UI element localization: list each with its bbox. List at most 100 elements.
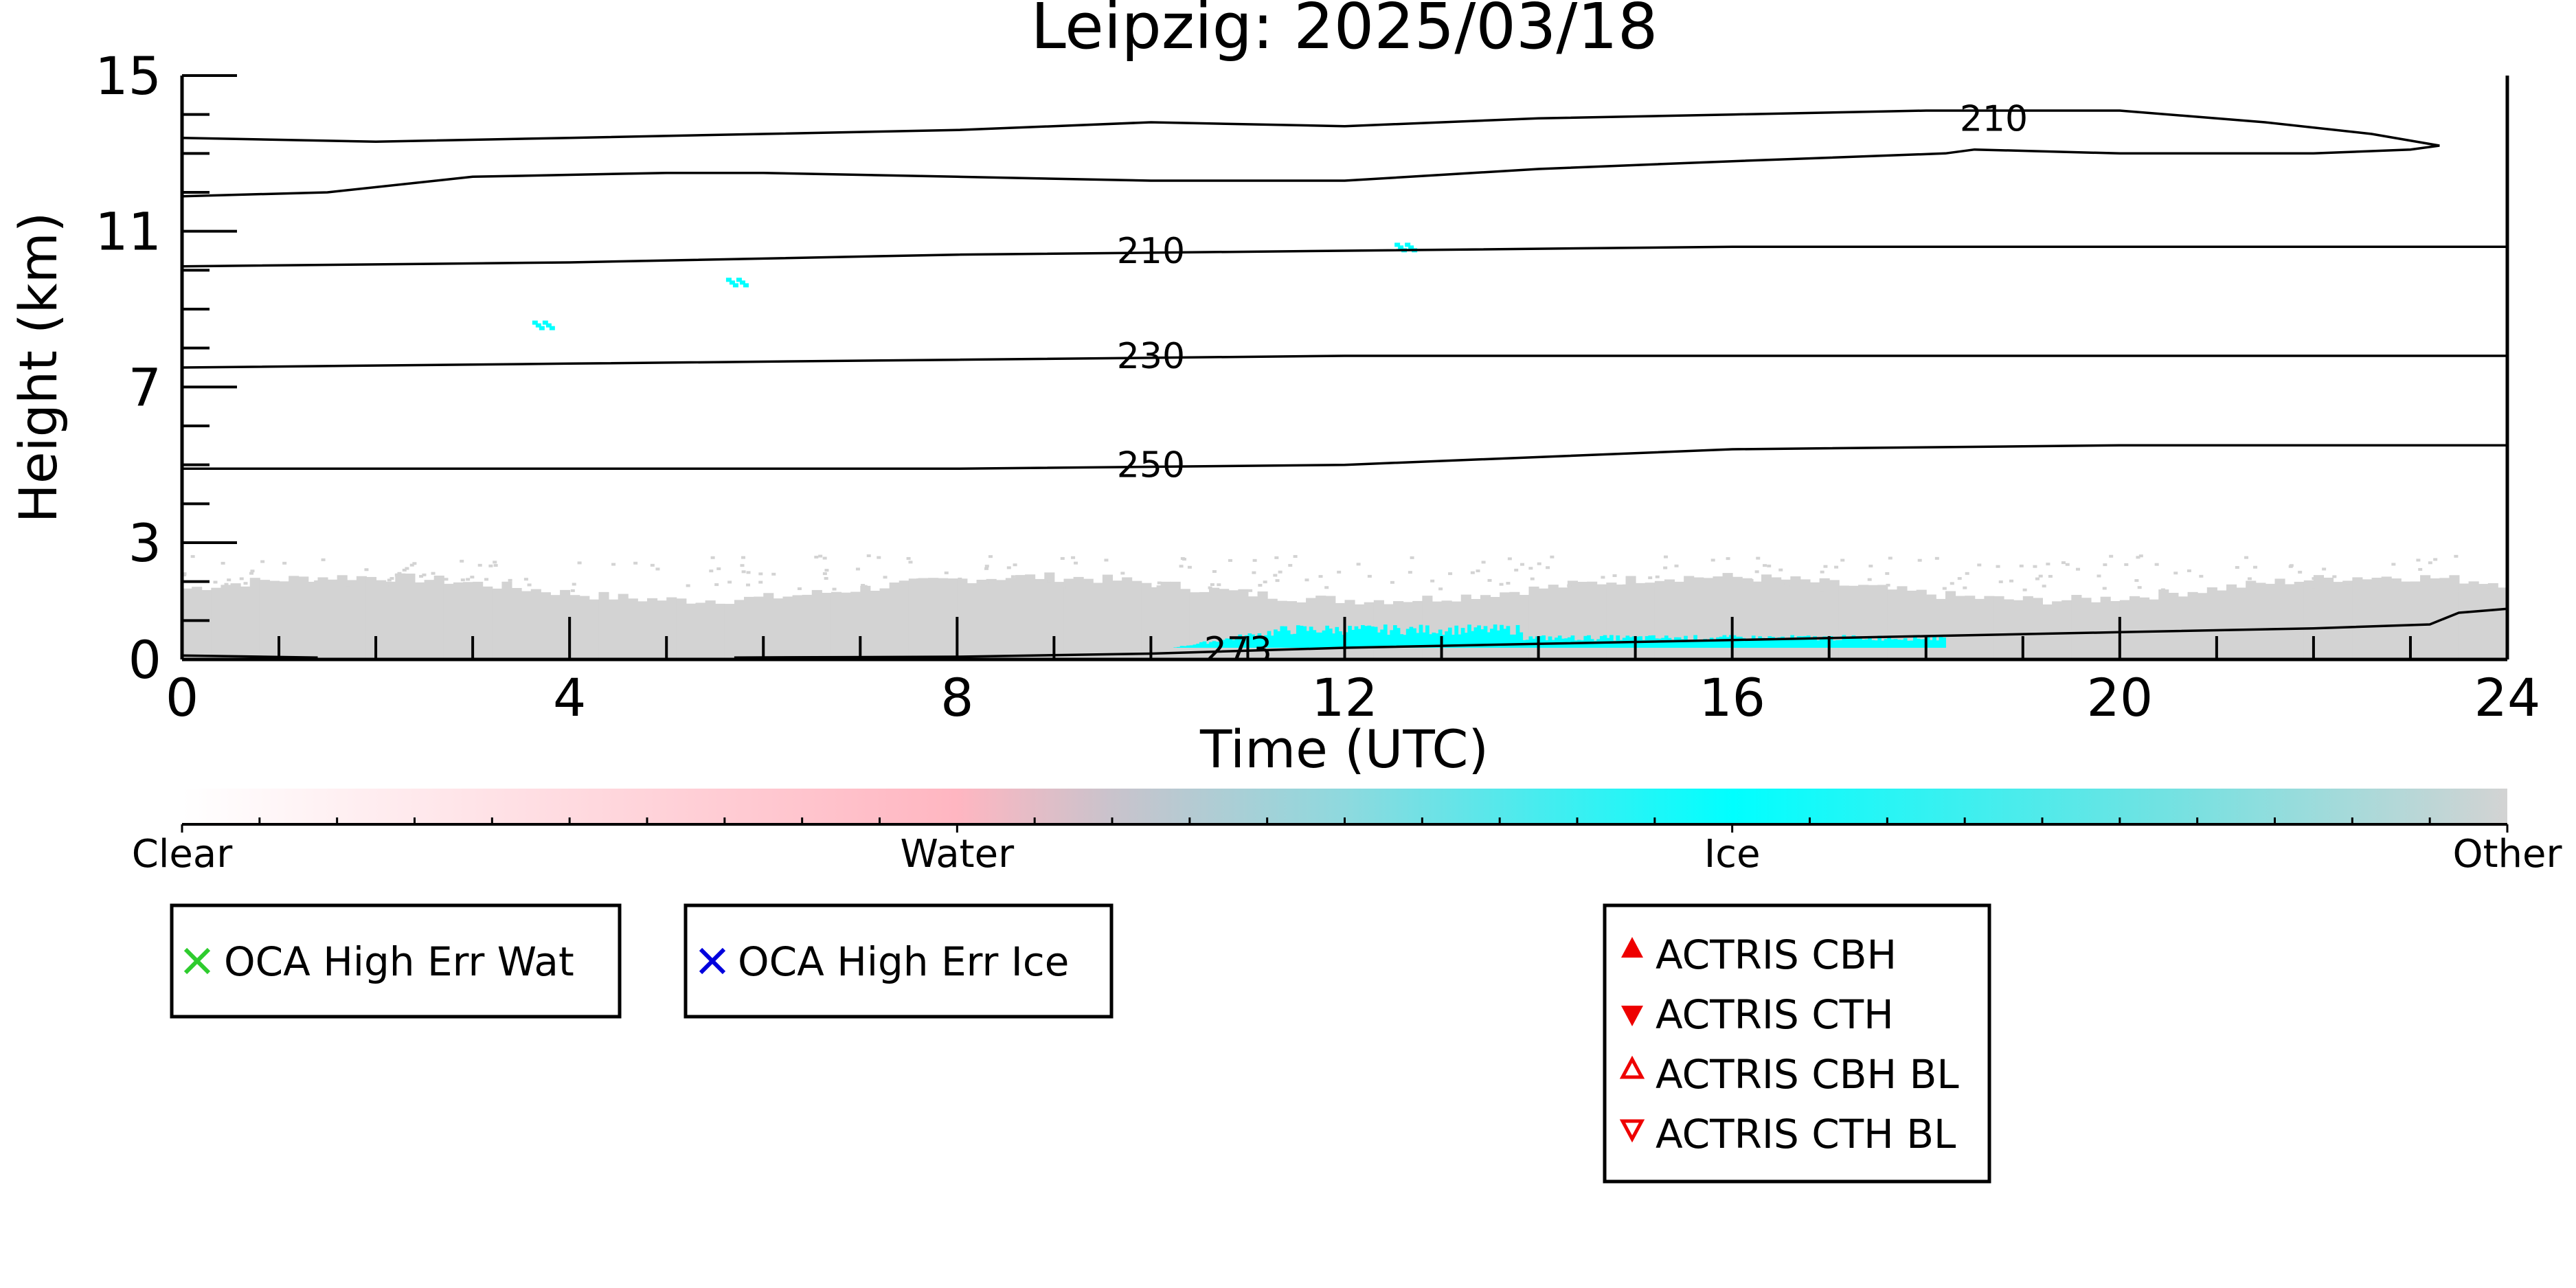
heatmap-cell — [453, 582, 464, 659]
heatmap-cell — [666, 597, 677, 659]
heatmap-speck — [1789, 585, 1794, 588]
heatmap-cell — [1903, 638, 1908, 648]
heatmap-speck — [314, 580, 319, 583]
heatmap-cell — [2381, 576, 2392, 659]
heatmap-speck — [2138, 554, 2143, 558]
heatmap-speck — [2035, 577, 2040, 580]
heatmap-cell — [1612, 640, 1617, 648]
legend-oca-ice-label: OCA High Err Ice — [738, 938, 1069, 985]
heatmap-speck — [260, 560, 265, 563]
heatmap-speck — [227, 578, 231, 582]
heatmap-cell — [1477, 625, 1481, 648]
heatmap-cell — [1793, 637, 1798, 648]
heatmap-speck — [2418, 567, 2423, 571]
heatmap-cell — [1887, 637, 1892, 648]
heatmap-speck — [2137, 586, 2142, 589]
heatmap-speck — [190, 555, 195, 558]
heatmap-cell — [1945, 591, 1956, 659]
heatmap-speck — [405, 567, 409, 570]
heatmap-speck — [1337, 570, 1342, 574]
heatmap-speck — [1217, 583, 1221, 587]
heatmap-cell — [1393, 625, 1397, 648]
heatmap-cell — [1890, 639, 1895, 648]
heatmap-cell — [1848, 637, 1853, 648]
heatmap-speck — [863, 585, 868, 588]
heatmap-cell — [1257, 633, 1262, 648]
heatmap-cell — [841, 592, 852, 659]
heatmap-cell — [1179, 589, 1190, 659]
heatmap-cell — [1274, 629, 1278, 648]
heatmap-speck — [741, 556, 746, 559]
heatmap-cell — [1796, 636, 1801, 648]
x-axis-title: Time (UTC) — [1199, 719, 1489, 780]
heatmap-speck — [1917, 558, 1922, 562]
heatmap-speck — [1499, 583, 1504, 586]
heatmap-speck — [2042, 585, 2046, 588]
heatmap-cell — [967, 583, 978, 659]
heatmap-speck — [1293, 555, 1298, 558]
heatmap-speck — [1567, 584, 1572, 587]
heatmap-speck — [508, 578, 512, 582]
heatmap-speck — [883, 576, 888, 579]
heatmap-speck — [1868, 565, 1873, 568]
heatmap-speck — [727, 580, 732, 584]
heatmap-cell — [192, 587, 203, 659]
heatmap-speck — [1318, 575, 1323, 578]
heatmap-cell — [1367, 625, 1372, 648]
heatmap-speck — [1390, 580, 1394, 584]
heatmap-cell — [1851, 635, 1856, 648]
heatmap-cell — [2236, 587, 2247, 659]
heatmap-cell — [2042, 604, 2053, 659]
heatmap-cell — [724, 604, 735, 659]
heatmap-cell — [1254, 638, 1258, 648]
heatmap-speck — [1674, 564, 1679, 567]
y-tick-label: 3 — [128, 512, 161, 574]
heatmap-cell — [1677, 637, 1682, 648]
heatmap-cell — [1822, 636, 1827, 648]
heatmap-cell — [754, 596, 765, 659]
heatmap-speck — [710, 556, 715, 559]
heatmap-cell — [1906, 590, 1917, 659]
heatmap-cell — [1781, 636, 1785, 648]
heatmap-speck — [250, 569, 255, 573]
heatmap-cell — [1432, 632, 1436, 648]
heatmap-cell — [1871, 640, 1875, 648]
heatmap-cell — [1877, 635, 1882, 648]
heatmap-speck — [1710, 558, 1715, 562]
heatmap-cell — [957, 578, 968, 659]
heatmap-speck — [1867, 578, 1872, 581]
heatmap-speck — [1481, 561, 1486, 564]
heatmap-cell — [918, 578, 929, 659]
legend-oca-water: OCA High Err Wat — [170, 903, 622, 1019]
heatmap-cell — [1900, 640, 1904, 648]
heatmap-speck — [300, 577, 305, 580]
heatmap-cell — [1409, 626, 1414, 648]
heatmap-cell — [1470, 631, 1475, 648]
legend-actris: ACTRIS CBH ACTRIS CTH ACTRIS CBH BL ACTR… — [1603, 903, 1991, 1184]
heatmap-speck — [346, 583, 350, 587]
heatmap-cell — [1713, 640, 1717, 648]
contour-label: 230 — [1117, 336, 1185, 377]
heatmap-cell — [1671, 640, 1675, 648]
heatmap-cell — [2081, 598, 2092, 659]
heatmap-cell — [1774, 637, 1778, 648]
heatmap-speck — [984, 565, 989, 568]
contour-line — [182, 245, 2507, 268]
heatmap-speck — [1520, 563, 1525, 566]
heatmap-speck — [1107, 580, 1112, 583]
heatmap-cell — [879, 588, 890, 659]
heatmap-speck — [214, 588, 219, 591]
heatmap-speck — [1248, 589, 1253, 592]
heatmap-speck — [1506, 582, 1511, 585]
heatmap-cell — [1912, 635, 1917, 648]
heatmap-cell — [1318, 632, 1323, 648]
filled-up-triangle-icon — [1621, 937, 1643, 958]
heatmap-speck — [944, 571, 949, 574]
heatmap-cell — [1170, 581, 1181, 659]
heatmap-speck — [686, 584, 690, 587]
heatmap-cell — [1835, 640, 1840, 648]
heatmap-cell — [1267, 631, 1272, 648]
heatmap-speck — [1613, 587, 1618, 590]
heatmap-cell — [1015, 575, 1026, 659]
heatmap-cell — [676, 598, 687, 659]
